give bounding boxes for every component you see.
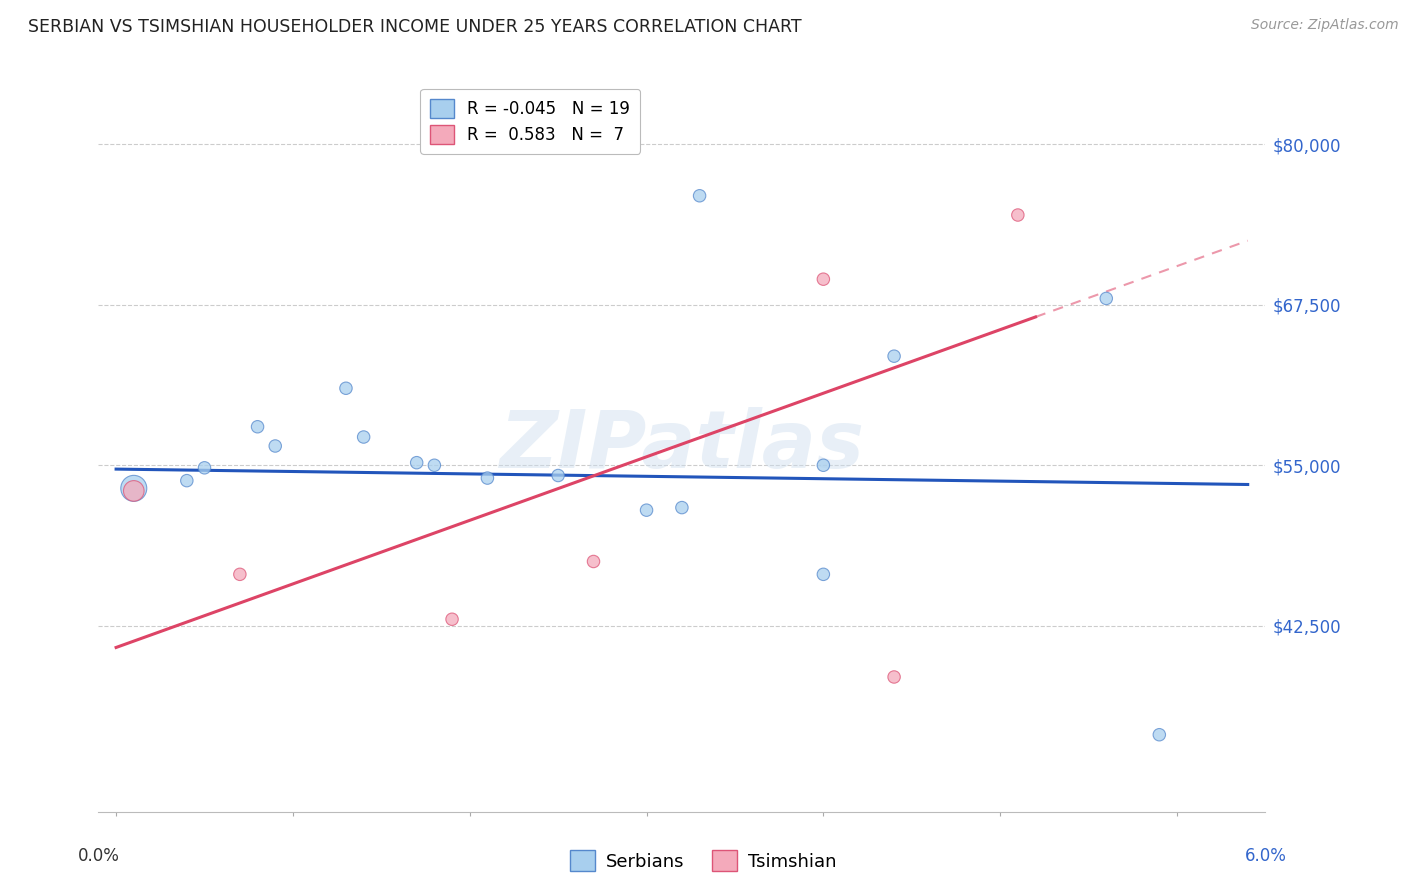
Legend: Serbians, Tsimshian: Serbians, Tsimshian bbox=[562, 843, 844, 879]
Point bbox=[193, 460, 215, 475]
Text: SERBIAN VS TSIMSHIAN HOUSEHOLDER INCOME UNDER 25 YEARS CORRELATION CHART: SERBIAN VS TSIMSHIAN HOUSEHOLDER INCOME … bbox=[28, 18, 801, 36]
Point bbox=[636, 503, 658, 517]
Text: ZIPatlas: ZIPatlas bbox=[499, 407, 865, 485]
Point bbox=[582, 554, 605, 568]
Point bbox=[689, 188, 711, 202]
Point bbox=[813, 567, 835, 582]
Point bbox=[441, 612, 464, 626]
Point bbox=[1007, 208, 1029, 222]
Point bbox=[335, 381, 357, 395]
Legend: R = -0.045   N = 19, R =  0.583   N =  7: R = -0.045 N = 19, R = 0.583 N = 7 bbox=[420, 88, 640, 153]
Point bbox=[1095, 292, 1118, 306]
Point bbox=[883, 670, 905, 684]
Point bbox=[264, 439, 287, 453]
Point bbox=[547, 468, 569, 483]
Point bbox=[246, 419, 269, 434]
Point bbox=[813, 458, 835, 473]
Point bbox=[671, 500, 693, 515]
Point bbox=[1149, 728, 1171, 742]
Point bbox=[229, 567, 252, 582]
Point bbox=[353, 430, 375, 444]
Point bbox=[122, 483, 145, 498]
Point bbox=[405, 456, 427, 470]
Point bbox=[122, 481, 145, 495]
Text: 6.0%: 6.0% bbox=[1244, 847, 1286, 865]
Point bbox=[176, 474, 198, 488]
Point bbox=[477, 471, 499, 485]
Text: 0.0%: 0.0% bbox=[77, 847, 120, 865]
Text: Source: ZipAtlas.com: Source: ZipAtlas.com bbox=[1251, 18, 1399, 32]
Point bbox=[423, 458, 446, 473]
Point bbox=[883, 349, 905, 363]
Point bbox=[813, 272, 835, 286]
